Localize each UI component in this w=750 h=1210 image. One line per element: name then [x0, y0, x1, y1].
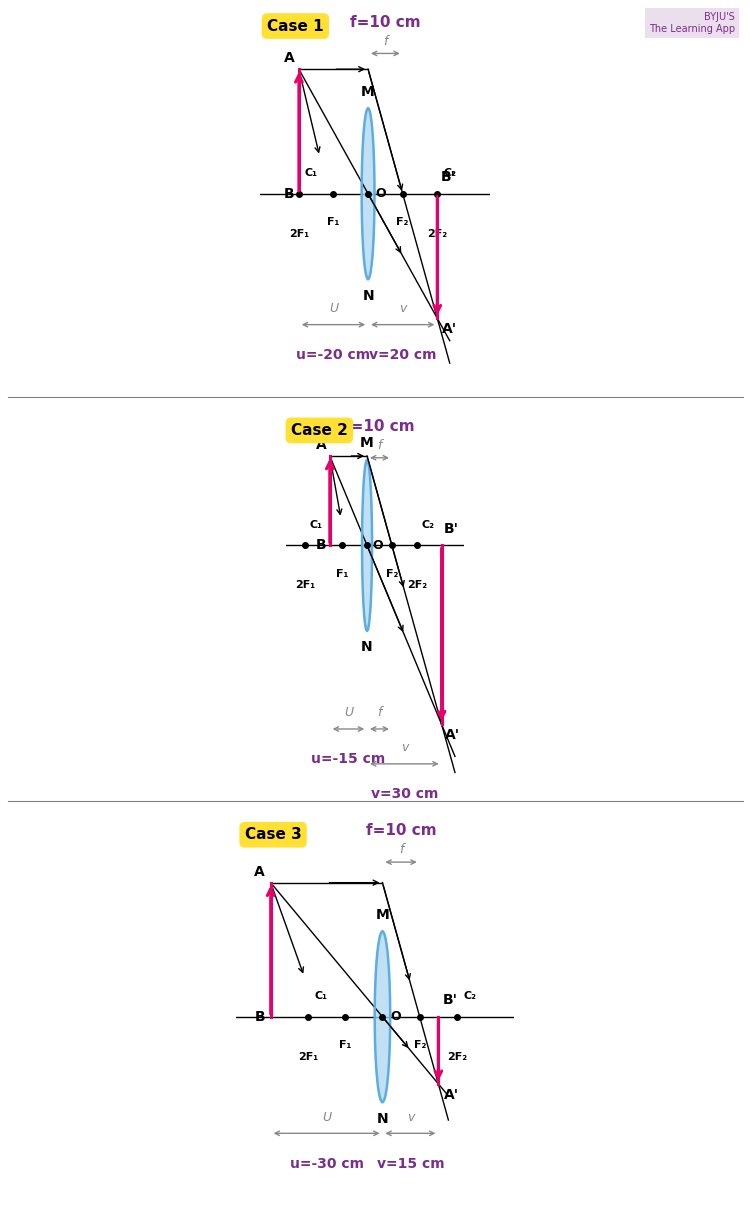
Text: Case 2: Case 2	[291, 424, 348, 438]
Text: C₂: C₂	[464, 991, 477, 1002]
Polygon shape	[375, 932, 390, 1102]
Text: u=-30 cm: u=-30 cm	[290, 1157, 364, 1170]
Text: A': A'	[446, 728, 460, 742]
Text: f: f	[377, 439, 382, 453]
Text: f=10 cm: f=10 cm	[344, 419, 415, 434]
Text: u=-15 cm: u=-15 cm	[311, 753, 386, 766]
Text: A': A'	[444, 1088, 459, 1102]
Text: N: N	[362, 289, 374, 302]
Text: A: A	[254, 865, 266, 878]
Text: B: B	[254, 1010, 266, 1024]
Text: O: O	[391, 1010, 401, 1024]
Text: M: M	[362, 85, 375, 99]
Text: M: M	[360, 437, 374, 450]
Text: N: N	[376, 1112, 388, 1125]
Text: C₂: C₂	[443, 168, 456, 178]
Text: C₁: C₁	[310, 520, 322, 530]
Text: Case 1: Case 1	[267, 18, 324, 34]
Text: 2F₁: 2F₁	[289, 229, 309, 238]
Text: U: U	[322, 1111, 332, 1124]
Text: f: f	[377, 707, 382, 719]
Polygon shape	[362, 109, 374, 280]
Text: 2F₂: 2F₂	[447, 1051, 467, 1061]
Text: B': B'	[444, 522, 459, 536]
Text: B': B'	[441, 171, 456, 184]
Text: A: A	[284, 51, 294, 65]
Text: F₂: F₂	[413, 1041, 426, 1050]
Text: C₁: C₁	[315, 991, 328, 1002]
Text: M: M	[376, 908, 389, 922]
Text: C₁: C₁	[304, 168, 318, 178]
Text: Case 3: Case 3	[244, 828, 302, 842]
Text: f=10 cm: f=10 cm	[350, 15, 421, 30]
Text: O: O	[373, 538, 383, 552]
Text: 2F₁: 2F₁	[298, 1051, 318, 1061]
Text: v=15 cm: v=15 cm	[376, 1157, 444, 1170]
Text: O: O	[375, 188, 386, 200]
Text: F₂: F₂	[386, 569, 398, 578]
Text: U: U	[344, 707, 353, 719]
Text: F₁: F₁	[336, 569, 349, 578]
Text: F₂: F₂	[397, 217, 409, 227]
Text: f: f	[383, 35, 388, 47]
Text: F₁: F₁	[339, 1041, 352, 1050]
Text: N: N	[362, 640, 373, 655]
Text: v=30 cm: v=30 cm	[370, 786, 438, 801]
Text: f: f	[399, 843, 404, 857]
Text: u=-20 cm: u=-20 cm	[296, 348, 370, 362]
Text: U: U	[329, 302, 338, 315]
Text: v: v	[399, 302, 406, 315]
Text: f=10 cm: f=10 cm	[366, 823, 436, 839]
Text: B: B	[316, 538, 326, 553]
Text: C₂: C₂	[422, 520, 434, 530]
Text: v=20 cm: v=20 cm	[369, 348, 436, 362]
Text: B': B'	[442, 993, 458, 1007]
Text: F₁: F₁	[327, 217, 340, 227]
Text: 2F₂: 2F₂	[406, 581, 427, 590]
Polygon shape	[362, 460, 372, 630]
Text: B: B	[284, 186, 294, 201]
Text: 2F₂: 2F₂	[427, 229, 447, 238]
Text: v: v	[400, 742, 408, 754]
Text: v: v	[406, 1111, 414, 1124]
Text: BYJU'S
The Learning App: BYJU'S The Learning App	[649, 12, 735, 34]
Text: A': A'	[442, 322, 457, 336]
Text: A: A	[316, 438, 326, 453]
Text: 2F₁: 2F₁	[295, 581, 315, 590]
